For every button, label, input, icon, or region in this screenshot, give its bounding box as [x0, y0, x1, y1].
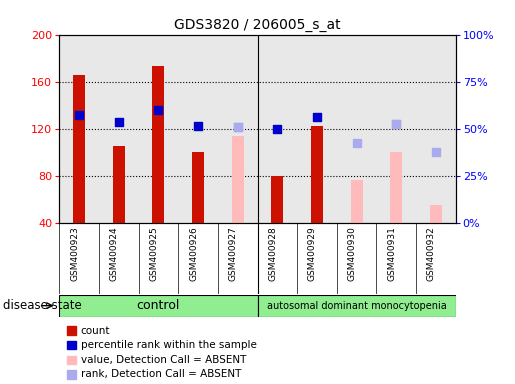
- Text: percentile rank within the sample: percentile rank within the sample: [81, 340, 257, 350]
- Bar: [271, 176, 283, 223]
- Text: GSM400929: GSM400929: [308, 226, 317, 281]
- Bar: [311, 126, 323, 223]
- Bar: [430, 205, 442, 223]
- Text: GSM400931: GSM400931: [387, 226, 397, 281]
- Point: [392, 121, 401, 127]
- Bar: [59, 295, 258, 317]
- Point: [273, 126, 281, 132]
- Point: [392, 121, 401, 127]
- Text: disease state: disease state: [3, 299, 81, 312]
- Title: GDS3820 / 206005_s_at: GDS3820 / 206005_s_at: [174, 18, 341, 32]
- Point: [114, 119, 123, 125]
- Point: [313, 114, 321, 120]
- Text: GSM400927: GSM400927: [229, 226, 238, 281]
- Point: [432, 149, 440, 155]
- Text: autosomal dominant monocytopenia: autosomal dominant monocytopenia: [267, 301, 447, 311]
- Text: GSM400923: GSM400923: [70, 226, 79, 281]
- Point: [234, 124, 242, 131]
- Bar: [152, 66, 164, 223]
- Text: GSM400932: GSM400932: [427, 226, 436, 281]
- Point: [75, 111, 83, 118]
- Text: control: control: [136, 299, 180, 312]
- Bar: [351, 180, 363, 223]
- Bar: [192, 152, 204, 223]
- Bar: [390, 152, 402, 223]
- Text: GSM400928: GSM400928: [268, 226, 277, 281]
- Bar: [73, 74, 85, 223]
- Bar: [113, 146, 125, 223]
- Text: rank, Detection Call = ABSENT: rank, Detection Call = ABSENT: [81, 369, 241, 379]
- Point: [352, 140, 360, 146]
- Text: GSM400925: GSM400925: [149, 226, 159, 281]
- Point: [194, 123, 202, 129]
- Point: [154, 107, 163, 113]
- Text: value, Detection Call = ABSENT: value, Detection Call = ABSENT: [81, 355, 246, 365]
- Bar: [258, 295, 456, 317]
- Bar: [232, 136, 244, 223]
- Text: GSM400924: GSM400924: [110, 226, 118, 281]
- Text: GSM400926: GSM400926: [189, 226, 198, 281]
- Text: GSM400930: GSM400930: [348, 226, 356, 281]
- Text: count: count: [81, 326, 110, 336]
- Point: [234, 124, 242, 131]
